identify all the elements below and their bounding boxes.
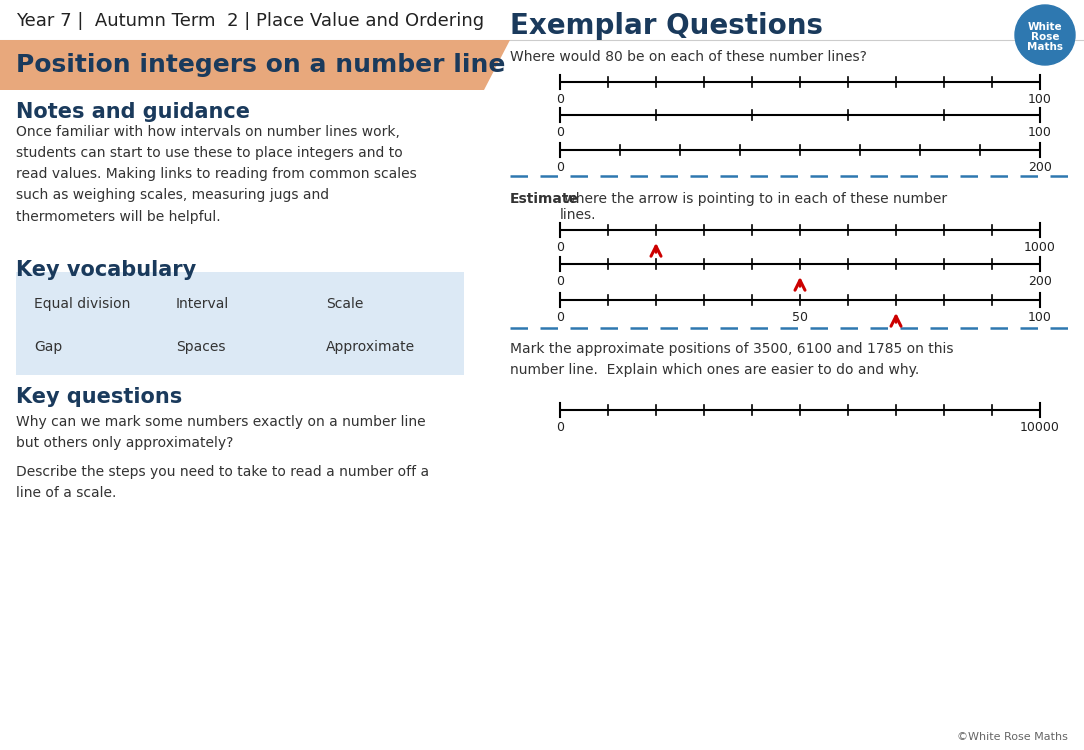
Text: 200: 200: [1028, 161, 1051, 174]
Text: 0: 0: [556, 126, 564, 139]
Polygon shape: [0, 40, 509, 90]
Text: Scale: Scale: [326, 297, 363, 311]
Text: Notes and guidance: Notes and guidance: [16, 102, 250, 122]
Text: Maths: Maths: [1027, 42, 1063, 52]
Text: Interval: Interval: [176, 297, 229, 311]
Text: 0: 0: [556, 241, 564, 254]
Text: Once familiar with how intervals on number lines work,
students can start to use: Once familiar with how intervals on numb…: [16, 125, 416, 224]
Text: 50: 50: [792, 311, 808, 324]
Text: Approximate: Approximate: [326, 340, 415, 354]
Text: Year 7 |  Autumn Term  2 | Place Value and Ordering: Year 7 | Autumn Term 2 | Place Value and…: [16, 12, 485, 30]
Text: 0: 0: [556, 161, 564, 174]
Text: 10000: 10000: [1020, 421, 1060, 434]
Text: Key questions: Key questions: [16, 387, 182, 407]
Text: Equal division: Equal division: [34, 297, 130, 311]
Text: Key vocabulary: Key vocabulary: [16, 260, 196, 280]
Text: 100: 100: [1028, 126, 1051, 139]
Text: where the arrow is pointing to in each of these number
lines.: where the arrow is pointing to in each o…: [560, 192, 947, 222]
Text: White: White: [1028, 22, 1062, 32]
Text: Spaces: Spaces: [176, 340, 225, 354]
Bar: [16, 272, 464, 375]
Text: Where would 80 be on each of these number lines?: Where would 80 be on each of these numbe…: [509, 50, 867, 64]
Text: 100: 100: [1028, 93, 1051, 106]
Text: ©White Rose Maths: ©White Rose Maths: [957, 732, 1068, 742]
Text: 0: 0: [556, 421, 564, 434]
Text: 1000: 1000: [1024, 241, 1056, 254]
Text: Gap: Gap: [34, 340, 62, 354]
Text: Why can we mark some numbers exactly on a number line
but others only approximat: Why can we mark some numbers exactly on …: [16, 415, 426, 450]
Text: Mark the approximate positions of 3500, 6100 and 1785 on this
number line.  Expl: Mark the approximate positions of 3500, …: [509, 342, 954, 377]
Text: Position integers on a number line: Position integers on a number line: [16, 53, 505, 77]
Circle shape: [1015, 5, 1075, 65]
Text: 0: 0: [556, 275, 564, 288]
Text: 100: 100: [1028, 311, 1051, 324]
Text: 200: 200: [1028, 275, 1051, 288]
Text: Exemplar Questions: Exemplar Questions: [509, 12, 823, 40]
Text: Rose: Rose: [1031, 32, 1059, 42]
Text: 0: 0: [556, 311, 564, 324]
Text: 0: 0: [556, 93, 564, 106]
Text: Estimate: Estimate: [509, 192, 579, 206]
Text: Describe the steps you need to take to read a number off a
line of a scale.: Describe the steps you need to take to r…: [16, 465, 429, 500]
